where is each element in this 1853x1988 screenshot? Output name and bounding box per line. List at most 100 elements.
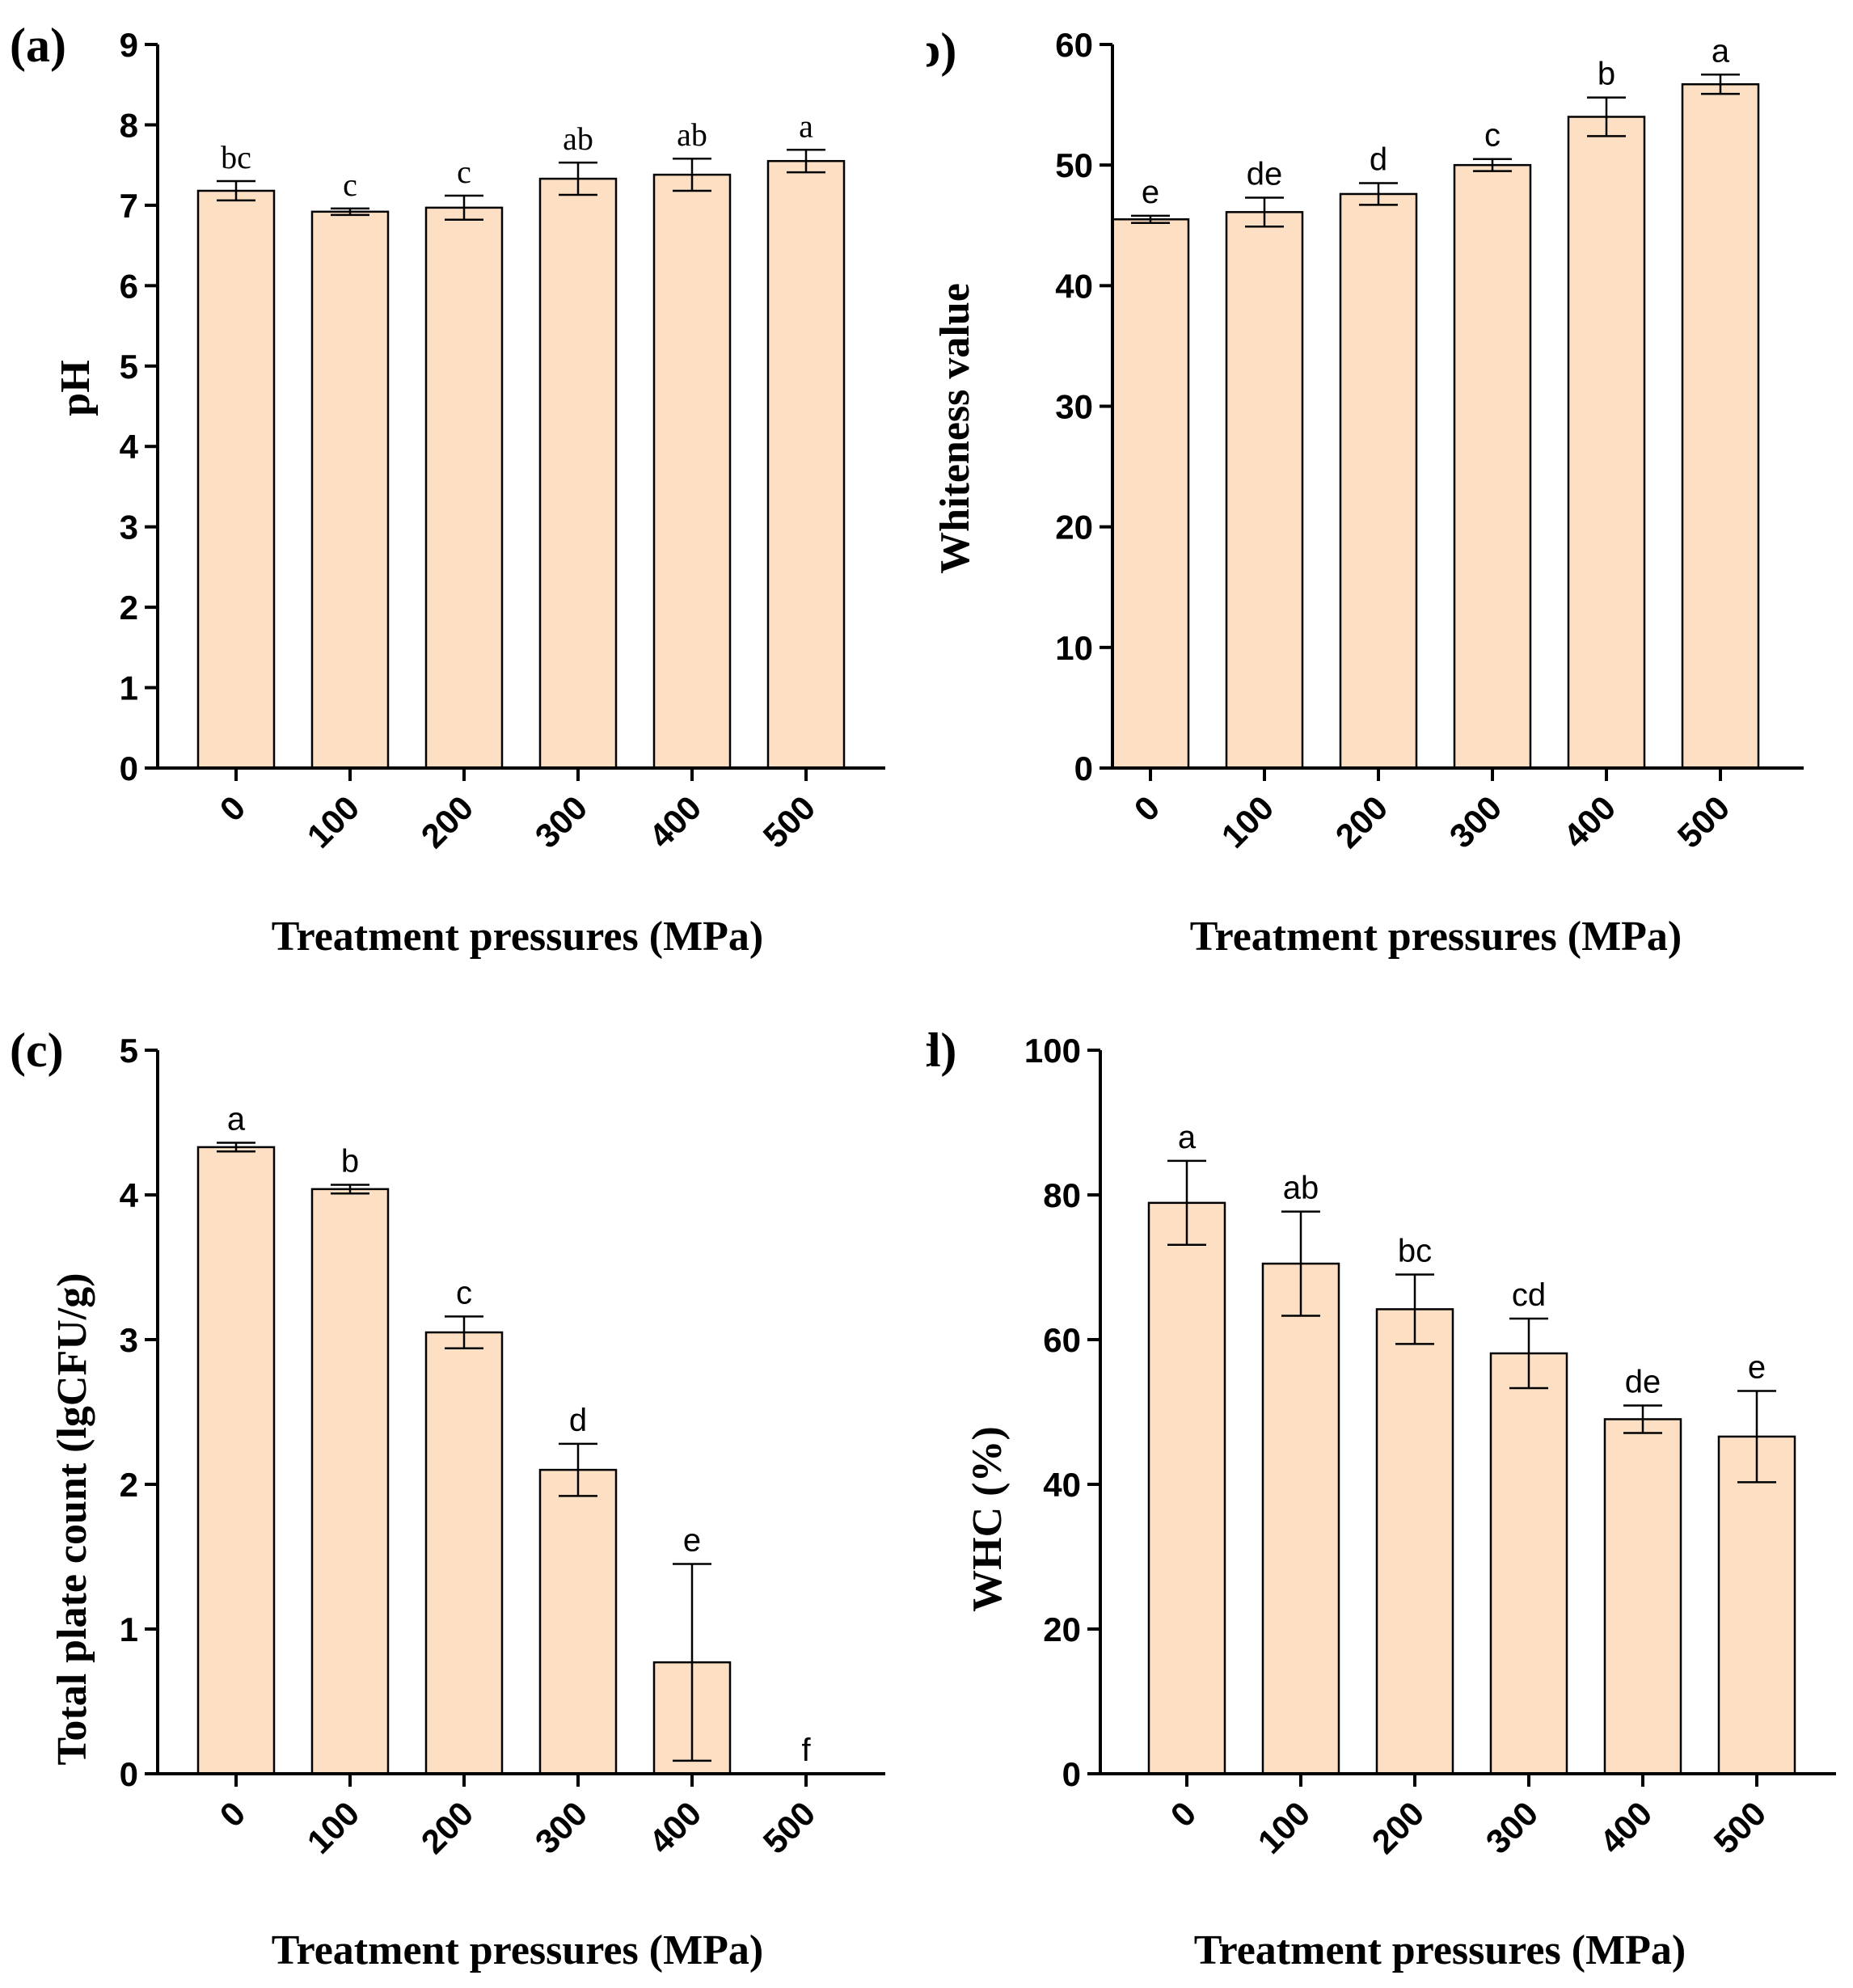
significance-letter: bc xyxy=(221,139,251,175)
panel-label: (b) xyxy=(926,23,956,77)
significance-letter: ab xyxy=(1283,1171,1319,1206)
x-tick-label: 500 xyxy=(1707,1794,1774,1861)
panel-c: (c) Total plate count (lgCFU/g) Treatmen… xyxy=(0,994,926,1987)
significance-letter: d xyxy=(1370,142,1387,178)
x-tick-label: 300 xyxy=(528,788,595,855)
bar xyxy=(1375,1308,1454,1775)
y-tick-label: 3 xyxy=(120,509,138,547)
y-tick-label: 7 xyxy=(120,187,138,225)
panel-b: (b) Whiteness value Treatment pressures … xyxy=(926,0,1853,994)
bar xyxy=(1111,218,1190,770)
y-tick-label: 50 xyxy=(1055,146,1093,184)
x-tick-label: 100 xyxy=(300,1794,367,1861)
y-tick-label: 40 xyxy=(1055,267,1093,305)
x-tick-label: 400 xyxy=(642,1794,709,1861)
panel-label: (c) xyxy=(10,1024,64,1077)
chart-whiteness-svg: (b) Whiteness value Treatment pressures … xyxy=(926,23,1804,960)
y-tick-label: 30 xyxy=(1055,388,1093,426)
significance-letter: c xyxy=(456,1275,472,1311)
y-tick-label: 60 xyxy=(1055,26,1093,64)
significance-letter: e xyxy=(1142,175,1159,210)
x-tick-label: 500 xyxy=(1670,788,1737,855)
significance-letter: c xyxy=(1484,118,1501,154)
y-tick-label: 5 xyxy=(120,348,138,386)
y-tick-label: 20 xyxy=(1043,1610,1081,1648)
significance-letter: cd xyxy=(1512,1277,1546,1313)
x-axis-title: Treatment pressures (MPa) xyxy=(1190,914,1682,960)
x-tick-label: 0 xyxy=(213,788,253,829)
bar xyxy=(1681,82,1760,770)
chart-plate-count-svg: (c) Total plate count (lgCFU/g) Treatmen… xyxy=(10,1024,885,1973)
bar xyxy=(424,206,504,770)
x-tick-label: 0 xyxy=(1163,1794,1204,1834)
panel-a: (a) pH Treatment pressures (MPa) bc c c ab a… xyxy=(0,0,926,994)
significance-letter: c xyxy=(457,154,471,190)
significance-letter: d xyxy=(569,1403,587,1438)
chart-ph-svg: (a) pH Treatment pressures (MPa) bc c c ab a… xyxy=(10,19,885,960)
x-axis-title: Treatment pressures (MPa) xyxy=(272,1927,763,1973)
x-tick-label: 400 xyxy=(642,788,709,855)
significance-letter: a xyxy=(1712,33,1730,69)
y-tick-label: 2 xyxy=(120,589,138,627)
significance-letter: a xyxy=(1178,1120,1197,1155)
x-tick-label: 500 xyxy=(756,788,823,855)
bar xyxy=(652,173,732,770)
bar xyxy=(1339,192,1418,770)
y-axis-title: Total plate count (lgCFU/g) xyxy=(49,1273,95,1765)
x-tick-label: 0 xyxy=(213,1794,253,1834)
x-tick-label: 100 xyxy=(1214,788,1281,855)
bar xyxy=(538,1468,618,1775)
bar xyxy=(1225,211,1304,770)
panel-label: (d) xyxy=(926,1024,956,1077)
y-tick-label: 60 xyxy=(1043,1321,1081,1359)
significance-letter: a xyxy=(799,108,813,144)
bar xyxy=(1567,116,1646,770)
y-tick-label: 0 xyxy=(120,1755,138,1793)
significance-letter: e xyxy=(683,1522,701,1558)
significance-letter: f xyxy=(801,1733,811,1768)
bar xyxy=(424,1331,504,1775)
x-tick-label: 400 xyxy=(1556,788,1623,855)
x-tick-label: 200 xyxy=(1365,1794,1432,1861)
y-tick-label: 9 xyxy=(120,26,138,64)
bar xyxy=(1453,163,1532,770)
panel-label: (a) xyxy=(10,19,66,72)
significance-letter: b xyxy=(1598,57,1615,92)
x-tick-label: 300 xyxy=(1442,788,1509,855)
x-tick-label: 200 xyxy=(414,788,481,855)
bar xyxy=(310,210,390,770)
y-tick-label: 0 xyxy=(1062,1755,1081,1793)
y-axis-title: WHC (%) xyxy=(964,1426,1011,1612)
y-tick-label: 1 xyxy=(120,669,138,707)
y-axis-title: pH xyxy=(53,360,99,416)
bar xyxy=(1489,1352,1568,1775)
bar xyxy=(310,1188,390,1775)
bar xyxy=(1261,1262,1340,1775)
x-tick-label: 0 xyxy=(1127,788,1167,829)
y-tick-label: 6 xyxy=(120,267,138,305)
x-tick-label: 400 xyxy=(1593,1794,1660,1861)
bar xyxy=(196,189,276,770)
y-tick-label: 4 xyxy=(120,1176,139,1214)
x-tick-label: 100 xyxy=(1251,1794,1318,1861)
significance-letter: b xyxy=(341,1143,359,1179)
x-axis-title: Treatment pressures (MPa) xyxy=(1194,1927,1686,1973)
x-tick-label: 300 xyxy=(1479,1794,1546,1861)
y-axis-title: Whiteness value xyxy=(932,283,978,574)
y-tick-label: 20 xyxy=(1055,509,1093,547)
y-tick-label: 0 xyxy=(120,749,138,787)
x-axis-title: Treatment pressures (MPa) xyxy=(272,914,763,960)
bar xyxy=(1147,1201,1226,1775)
significance-letter: a xyxy=(227,1102,246,1138)
significance-letter: c xyxy=(343,167,357,203)
y-tick-label: 10 xyxy=(1055,629,1093,667)
significance-letter: ab xyxy=(677,116,707,153)
chart-whc-svg: (d) WHC (%) Treatment pressures (MPa) a a… xyxy=(926,1024,1836,1973)
significance-letter: de xyxy=(1625,1364,1661,1399)
y-tick-label: 1 xyxy=(120,1610,138,1648)
y-tick-label: 8 xyxy=(120,106,138,144)
x-tick-label: 200 xyxy=(414,1794,481,1861)
bar xyxy=(1603,1418,1682,1775)
y-tick-label: 3 xyxy=(120,1321,138,1359)
significance-letter: bc xyxy=(1398,1233,1432,1268)
